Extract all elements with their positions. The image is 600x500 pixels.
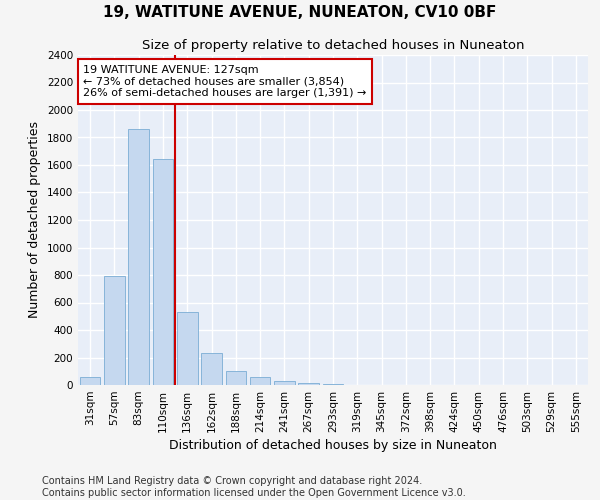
Bar	[226, 370, 246, 385]
X-axis label: Distribution of detached houses by size in Nuneaton: Distribution of detached houses by size …	[169, 439, 497, 452]
Bar	[80, 378, 100, 385]
Bar	[177, 312, 197, 385]
Bar	[201, 352, 222, 385]
Bar	[104, 276, 125, 385]
Bar	[298, 383, 319, 385]
Bar	[128, 129, 149, 385]
Bar	[323, 384, 343, 385]
Title: Size of property relative to detached houses in Nuneaton: Size of property relative to detached ho…	[142, 40, 524, 52]
Text: Contains HM Land Registry data © Crown copyright and database right 2024.
Contai: Contains HM Land Registry data © Crown c…	[42, 476, 466, 498]
Bar	[274, 381, 295, 385]
Text: 19, WATITUNE AVENUE, NUNEATON, CV10 0BF: 19, WATITUNE AVENUE, NUNEATON, CV10 0BF	[103, 5, 497, 20]
Bar	[152, 159, 173, 385]
Y-axis label: Number of detached properties: Number of detached properties	[28, 122, 41, 318]
Text: 19 WATITUNE AVENUE: 127sqm
← 73% of detached houses are smaller (3,854)
26% of s: 19 WATITUNE AVENUE: 127sqm ← 73% of deta…	[83, 65, 367, 98]
Bar	[250, 378, 271, 385]
